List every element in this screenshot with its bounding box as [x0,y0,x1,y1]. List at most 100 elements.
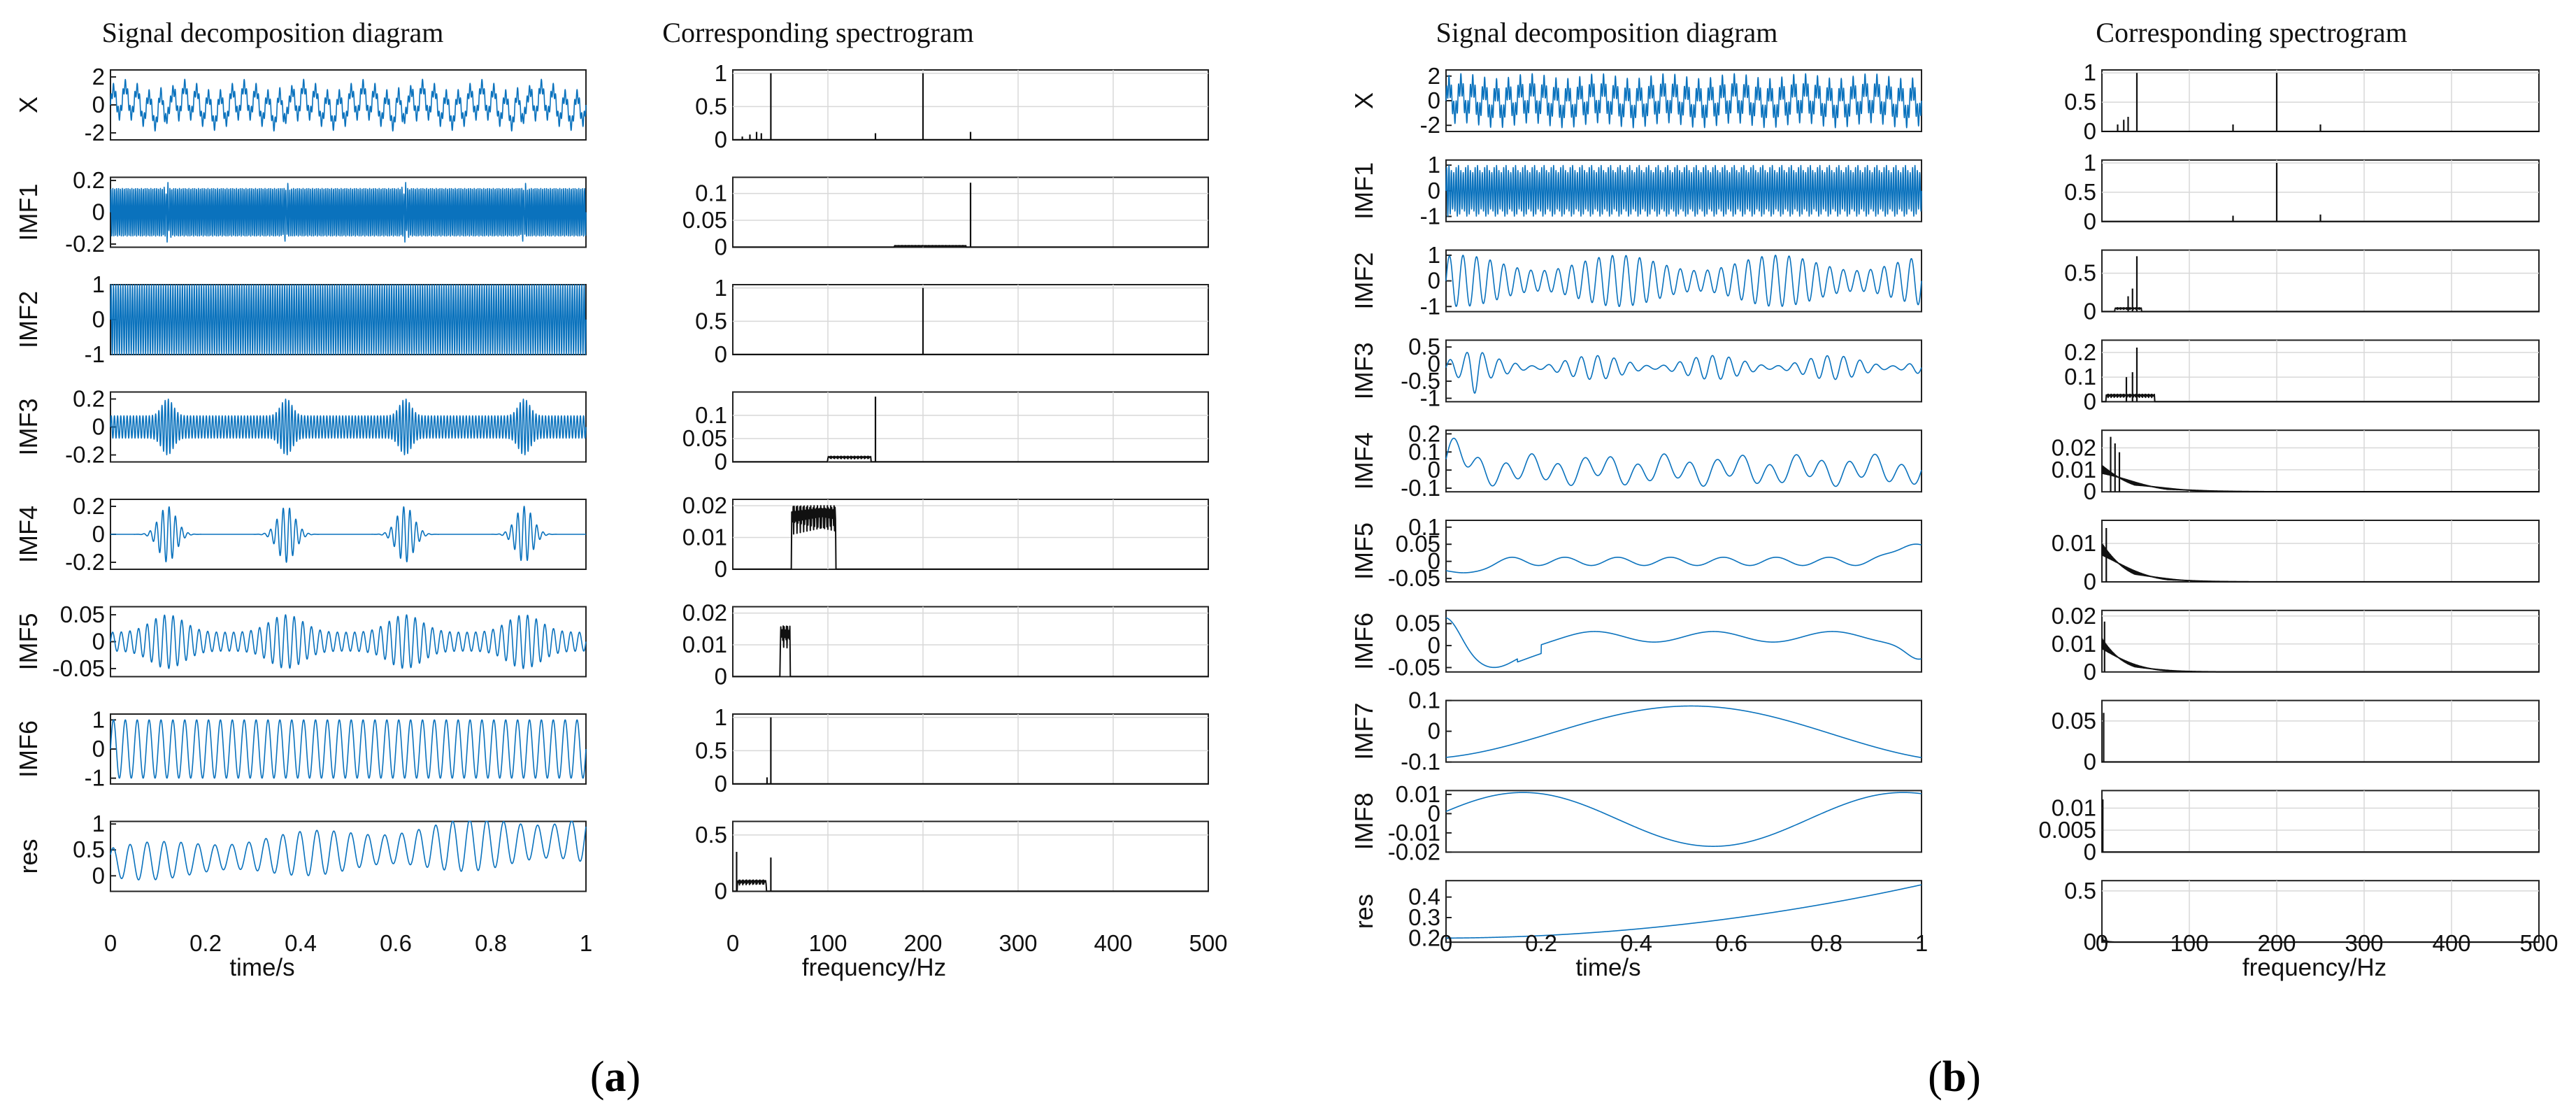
spectrogram-title-a: Corresponding spectrogram [662,17,973,48]
xtick-label-freq-b: 100 [2170,930,2208,956]
xtick-label-time-b: 0 [1440,930,1452,956]
ytick-label: 0.05 [60,601,105,627]
ytick-label: 0 [2084,659,2096,685]
ytick-label: 0 [2084,478,2096,504]
signal-trace-IMF4 [110,506,587,563]
xtick-label-freq-b: 500 [2519,930,2558,956]
xtick-label-time-a: 0.6 [380,930,412,956]
xtick-label-time-a: 0.2 [189,930,222,956]
ytick-label: 0.01 [682,632,727,657]
ytick-label: 0 [1428,351,1440,377]
xtick-label-time-b: 1 [1915,930,1928,956]
signal-trace-IMF6 [1445,617,1922,669]
freq-axes-b-8 [2101,790,2540,853]
ytick-label: 1 [92,706,105,732]
spectrum-trace-IMF3 [2101,393,2540,403]
freq-axes-a-6 [732,713,1209,785]
spectrum-trace-res [732,879,1209,892]
signal-trace-IMF8 [1445,792,1922,847]
ytick-label: -0.1 [1401,475,1440,501]
ytick-label: 0.05 [1396,531,1440,557]
ytick-label: 1 [92,811,105,836]
ytick-label: 0.01 [2052,631,2096,657]
time-axes-b-3 [1445,339,1922,403]
ytick-label: 0 [715,341,727,367]
xtick-label-time-b: 0.2 [1525,930,1557,956]
ytick-label: -2 [85,120,105,145]
ytick-label: 0.5 [695,308,727,334]
ytick-label: -0.05 [52,655,105,681]
spectrum-trace-res [2101,939,2540,943]
time-xlabel-a: time/s [229,954,294,981]
signal-trace-IMF1 [110,182,587,243]
panel-label-a: (a) [590,1053,641,1101]
ytick-label: 0.5 [695,737,727,763]
ytick-label: 0 [92,862,105,888]
ytick-label: 0 [1428,178,1440,204]
xtick-label-freq-a: 300 [999,930,1037,956]
ytick-label: 1 [2084,59,2096,85]
spectrogram-title-b: Corresponding spectrogram [2096,17,2407,48]
xtick-label-freq-b: 400 [2432,930,2470,956]
signal-trace-IMF3 [1445,352,1922,394]
xtick-label-freq-b: 300 [2345,930,2383,956]
ytick-label: 0.2 [1408,420,1440,446]
row-label-IMF7: IMF7 [1350,703,1378,760]
ytick-label: 0 [1428,800,1440,826]
xtick-label-freq-a: 0 [727,930,739,956]
ytick-label: 0.01 [2052,795,2096,821]
ytick-label: 0 [2084,749,2096,775]
ytick-label: -0.05 [1388,565,1440,591]
ytick-label: 0 [715,771,727,797]
ytick-label: 0.1 [2064,364,2096,390]
ytick-label: 1 [715,275,727,301]
ytick-label: 0 [92,199,105,225]
freq-axes-b-1 [2101,159,2540,222]
ytick-label: 0.01 [682,525,727,550]
ytick-label: 0.1 [1408,514,1440,540]
ytick-label: 0 [92,629,105,655]
ytick-label: 0 [2084,299,2096,325]
plot-area: -202X-0.200.2IMF1-101IMF2-0.200.2IMF3-0.… [14,59,2559,956]
ytick-label: 0.5 [2064,260,2096,286]
time-xlabel-b: time/s [1575,954,1640,981]
ytick-label: 0 [1428,87,1440,113]
freq-axes-b-3 [2101,339,2540,403]
ytick-label: 0.2 [2064,339,2096,365]
xtick-label-freq-a: 500 [1189,930,1227,956]
row-label-IMF5: IMF5 [1350,522,1378,580]
time-axes-b-8 [1445,790,1922,853]
ytick-label: 0.02 [682,492,727,518]
row-label-IMF2: IMF2 [1350,252,1378,310]
decomposition-title-b: Signal decomposition diagram [1436,17,1778,48]
signal-trace-X [110,78,587,132]
ytick-label: 1 [715,60,727,86]
row-label-res: res [14,839,43,874]
ytick-label: 0 [92,414,105,440]
ytick-label: -0.5 [1401,368,1440,394]
freq-axes-a-2 [732,284,1209,355]
freq-xlabel-b: frequency/Hz [2242,954,2387,981]
ytick-label: 0.5 [695,822,727,848]
ytick-label: 0 [92,306,105,332]
ytick-label: 0.5 [2064,179,2096,205]
ytick-label: 0 [715,878,727,904]
ytick-label: 0.02 [682,600,727,626]
row-label-IMF4: IMF4 [1350,432,1378,490]
xtick-label-freq-a: 400 [1094,930,1132,956]
xtick-label-time-a: 0.8 [475,930,507,956]
signal-trace-IMF2 [1445,255,1922,308]
freq-axes-b-7 [2101,699,2540,763]
ytick-label: 0.2 [73,493,105,519]
freq-axes-b-5 [2101,520,2540,583]
ytick-label: -0.1 [1401,749,1440,775]
ytick-label: 0.2 [73,167,105,193]
row-label-IMF6: IMF6 [14,720,43,778]
row-label-IMF3: IMF3 [1350,342,1378,399]
ytick-label: 0 [92,521,105,547]
freq-axes-b-9 [2101,880,2540,943]
spectrum-trace-IMF2 [2101,307,2540,313]
ytick-label: 0.1 [1408,439,1440,464]
ytick-label: 0.02 [2052,603,2096,629]
freq-axes-b-4 [2101,429,2540,493]
